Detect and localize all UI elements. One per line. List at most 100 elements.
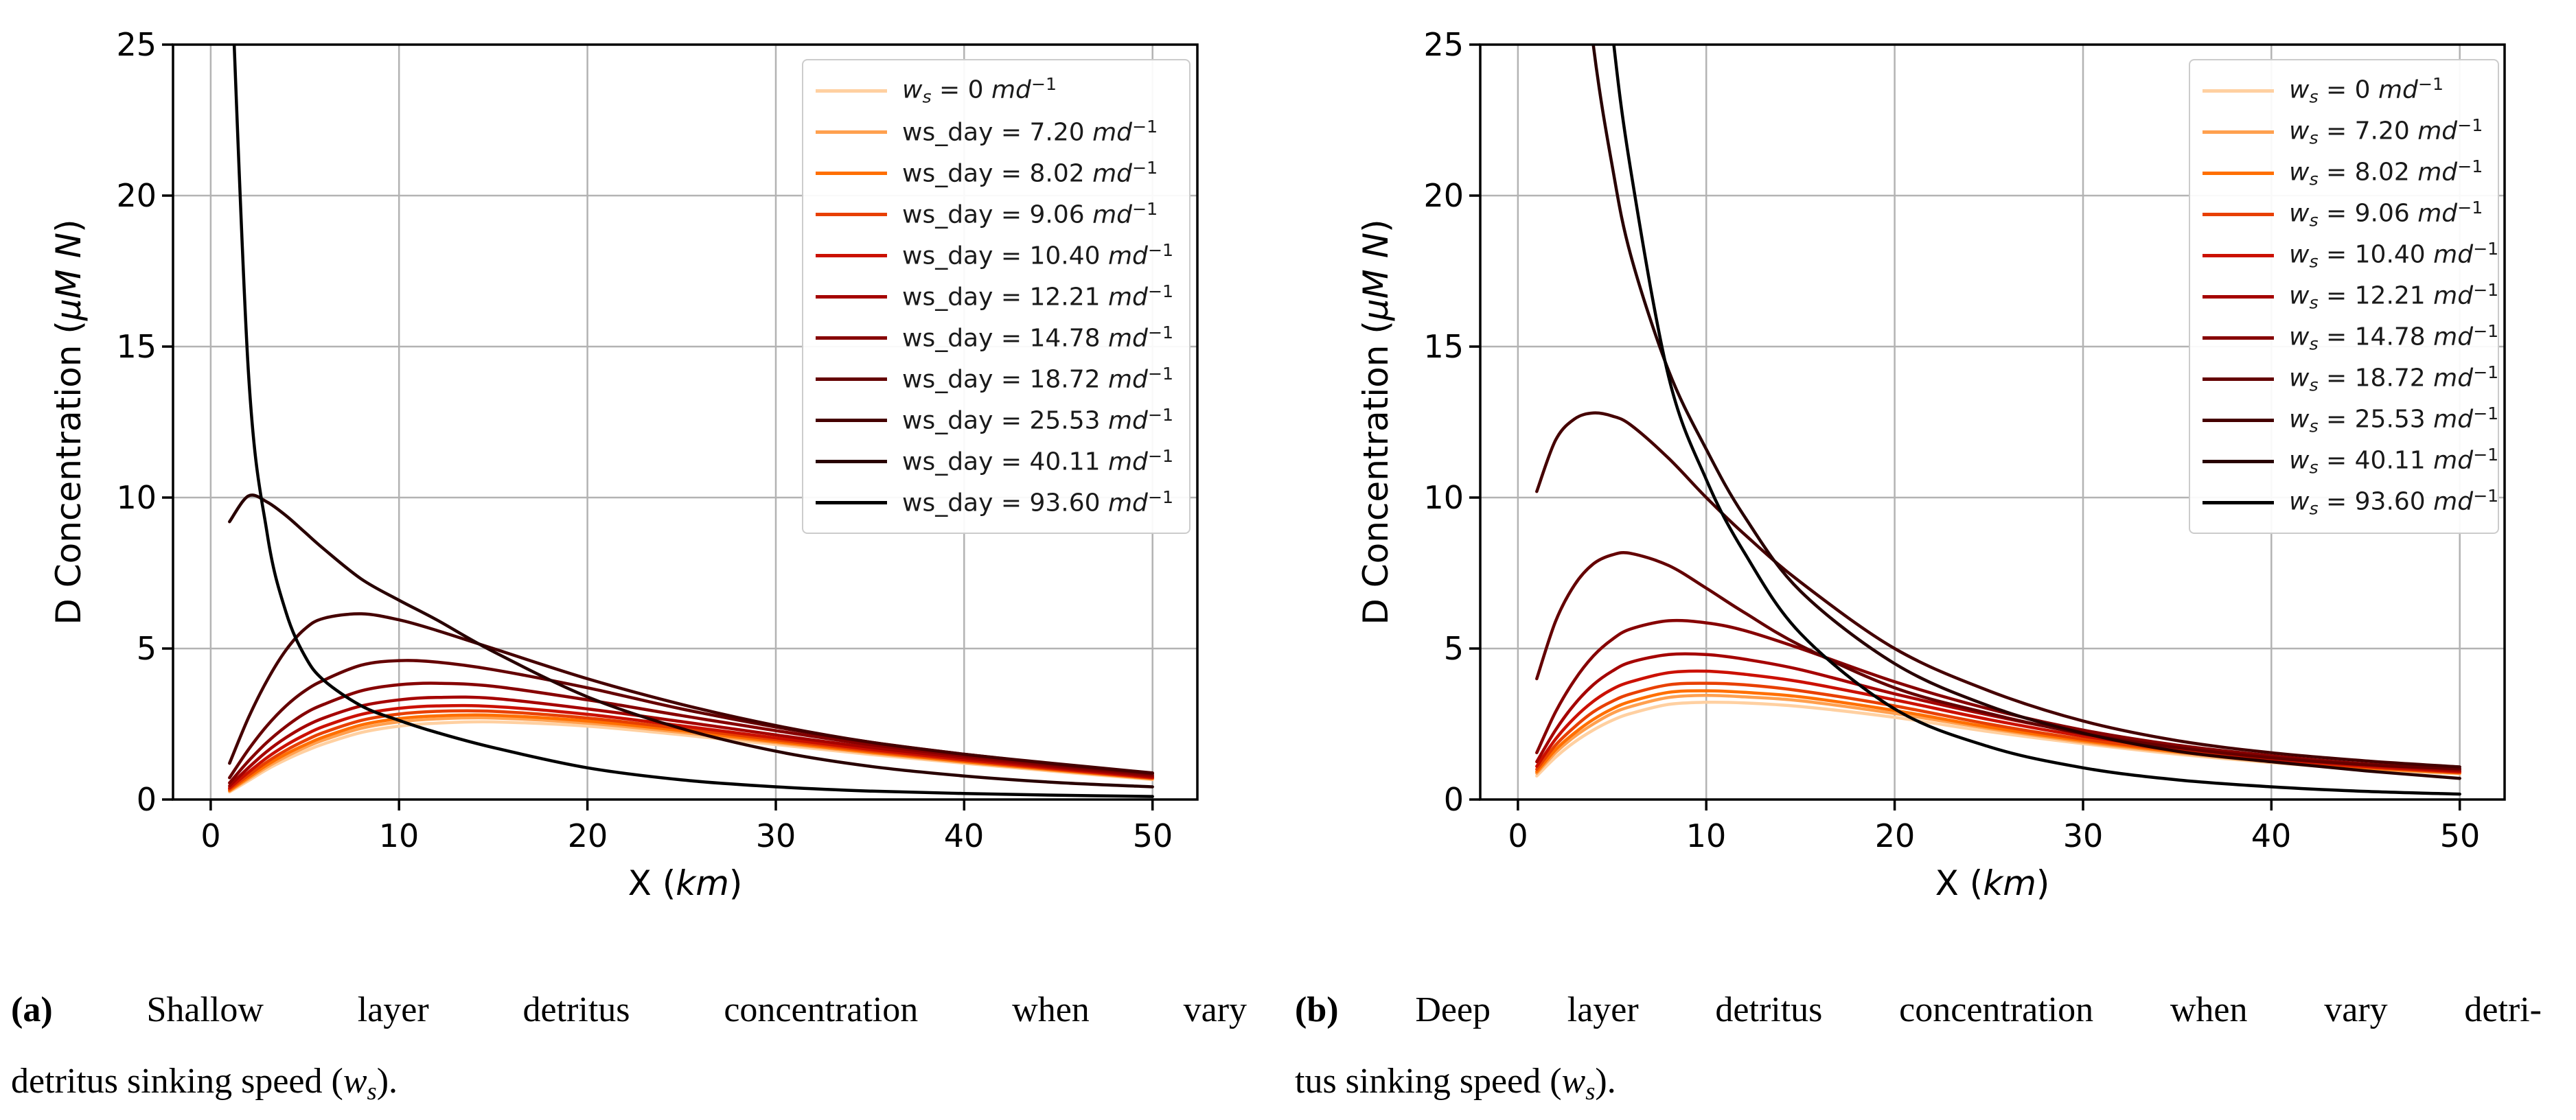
legend-row: ws = 0 md−1 (2203, 70, 2485, 111)
legend-line-swatch (2203, 418, 2274, 422)
x-tick-label: 0 (200, 817, 221, 854)
legend-line-swatch (2203, 500, 2274, 504)
legend-label: ws_day = 12.21 md−1 (902, 281, 1174, 312)
legend-row: ws_day = 14.78 md−1 (816, 317, 1177, 358)
x-tick-label: 50 (2439, 817, 2481, 854)
legend-label: ws = 25.53 md−1 (2289, 404, 2499, 436)
legend-row: ws_day = 7.20 md−1 (816, 111, 1177, 152)
curves-group (1535, 45, 2461, 796)
caption-label: (b) (1295, 990, 1339, 1029)
legend-line-swatch (2203, 89, 2274, 93)
y-tick-label: 10 (1423, 479, 1464, 516)
legend-line-swatch (816, 130, 887, 134)
legend-line-swatch (2203, 171, 2274, 175)
legend-label: ws = 40.11 md−1 (2289, 445, 2499, 478)
curve-ws-93.60 (1612, 45, 2461, 796)
legend-line-swatch (816, 336, 887, 340)
legend-row: ws = 7.20 md−1 (2203, 111, 2485, 152)
legend-label: ws_day = 9.06 md−1 (902, 199, 1158, 229)
caption-b: (b) Deep layer detritus concentration wh… (1295, 975, 2542, 1120)
legend-row: ws_day = 10.40 md−1 (816, 235, 1177, 276)
legend-row: ws_day = 25.53 md−1 (816, 399, 1177, 441)
legend-label: ws_day = 25.53 md−1 (902, 405, 1174, 435)
legend-row: ws_day = 12.21 md−1 (816, 276, 1177, 317)
x-tick-label: 40 (943, 817, 985, 854)
y-tick-label: 5 (136, 630, 157, 667)
x-tick-label: 10 (378, 817, 419, 854)
legend-line-swatch (2203, 377, 2274, 381)
legend-label: ws = 9.06 md−1 (2289, 198, 2483, 231)
curve-ws-12.21 (228, 695, 1154, 788)
y-tick-label: 15 (116, 328, 157, 365)
legend-line-swatch (816, 212, 887, 216)
x-tick-label: 30 (2062, 817, 2104, 854)
legend-row: ws = 40.11 md−1 (2203, 441, 2498, 482)
legend-row: ws_day = 40.11 md−1 (816, 441, 1177, 482)
axes-box (1479, 43, 2506, 801)
x-tick-label: 50 (1132, 817, 1173, 854)
y-tick-label: 10 (116, 479, 157, 516)
legend-row: ws = 14.78 md−1 (2203, 317, 2498, 358)
y-tick-label: 15 (1423, 328, 1464, 365)
legend-label: ws = 10.40 md−1 (2289, 239, 2499, 272)
legend-line-swatch (2203, 336, 2274, 340)
x-tick-label: 10 (1686, 817, 1727, 854)
legend-row: ws_day = 9.06 md−1 (816, 194, 1177, 235)
legend-panel-b: ws = 0 md−1 ws = 7.20 md−1 ws = 8.02 md−1 w… (2189, 59, 2499, 534)
legend-row: ws = 9.06 md−1 (2203, 194, 2485, 235)
legend-line-swatch (2203, 130, 2274, 134)
legend-label: ws_day = 18.72 md−1 (902, 364, 1174, 394)
curve-ws-25.53 (1535, 411, 2461, 769)
caption-line: (a) Shallow layer detritus concentration… (11, 990, 1247, 1029)
legend-label: ws = 14.78 md−1 (2289, 321, 2499, 354)
curves-group (228, 45, 1154, 798)
y-axis-label: D Concentration (μM N) (49, 219, 89, 625)
caption-label: (a) (11, 990, 53, 1029)
curve-ws-10.40 (228, 703, 1154, 790)
legend-label: ws = 18.72 md−1 (2289, 362, 2499, 395)
curve-ws-25.53 (228, 612, 1154, 775)
x-tick-label: 20 (567, 817, 608, 854)
curve-ws-18.72 (1535, 551, 2461, 771)
legend-line-swatch (816, 171, 887, 175)
legend-label: ws_day = 93.60 md−1 (902, 487, 1174, 517)
legend-row: ws = 8.02 md−1 (2203, 152, 2485, 194)
y-tick-label: 20 (1423, 177, 1464, 214)
legend-label: ws = 12.21 md−1 (2289, 280, 2499, 313)
legend-line-swatch (816, 89, 887, 93)
legend-line-swatch (816, 500, 887, 504)
legend-label: ws_day = 40.11 md−1 (902, 446, 1174, 476)
legend-label: ws_day = 14.78 md−1 (902, 323, 1174, 353)
y-tick-label: 0 (136, 781, 157, 818)
caption-a: (a) Shallow layer detritus concentration… (11, 975, 1247, 1120)
legend-line-swatch (816, 253, 887, 257)
caption-line: tus sinking speed (ws). (1295, 1062, 1616, 1106)
legend-row: ws = 12.21 md−1 (2203, 276, 2498, 317)
curve-ws-14.78 (228, 681, 1154, 785)
x-tick-label: 0 (1508, 817, 1528, 854)
legend-label: ws = 0 md−1 (2289, 74, 2444, 107)
y-tick-label: 0 (1443, 781, 1464, 818)
legend-row: ws = 0 md−1 (816, 70, 1177, 111)
y-axis-label: D Concentration (μM N) (1356, 219, 1396, 625)
y-tick-label: 25 (1423, 26, 1464, 63)
legend-row: ws = 25.53 md−1 (2203, 399, 2498, 441)
legend-line-swatch (816, 459, 887, 463)
legend-label: ws_day = 7.20 md−1 (902, 117, 1158, 147)
curve-ws-40.11 (1591, 45, 2461, 780)
legend-row: ws_day = 18.72 md−1 (816, 358, 1177, 399)
legend-label: ws = 7.20 md−1 (2289, 115, 2483, 148)
legend-panel-a: ws = 0 md−1 ws_day = 7.20 md−1 ws_day = 8.… (802, 59, 1191, 534)
y-tick-label: 20 (116, 177, 157, 214)
legend-line-swatch (816, 377, 887, 381)
curve-ws-93.60 (232, 45, 1154, 798)
legend-row: ws = 10.40 md−1 (2203, 235, 2498, 276)
legend-row: ws_day = 8.02 md−1 (816, 152, 1177, 194)
legend-label: ws = 8.02 md−1 (2289, 156, 2483, 189)
x-tick-label: 40 (2251, 817, 2292, 854)
y-tick-label: 25 (116, 26, 157, 63)
legend-row: ws_day = 93.60 md−1 (816, 482, 1177, 523)
x-tick-label: 20 (1874, 817, 1916, 854)
x-tick-label: 30 (755, 817, 796, 854)
